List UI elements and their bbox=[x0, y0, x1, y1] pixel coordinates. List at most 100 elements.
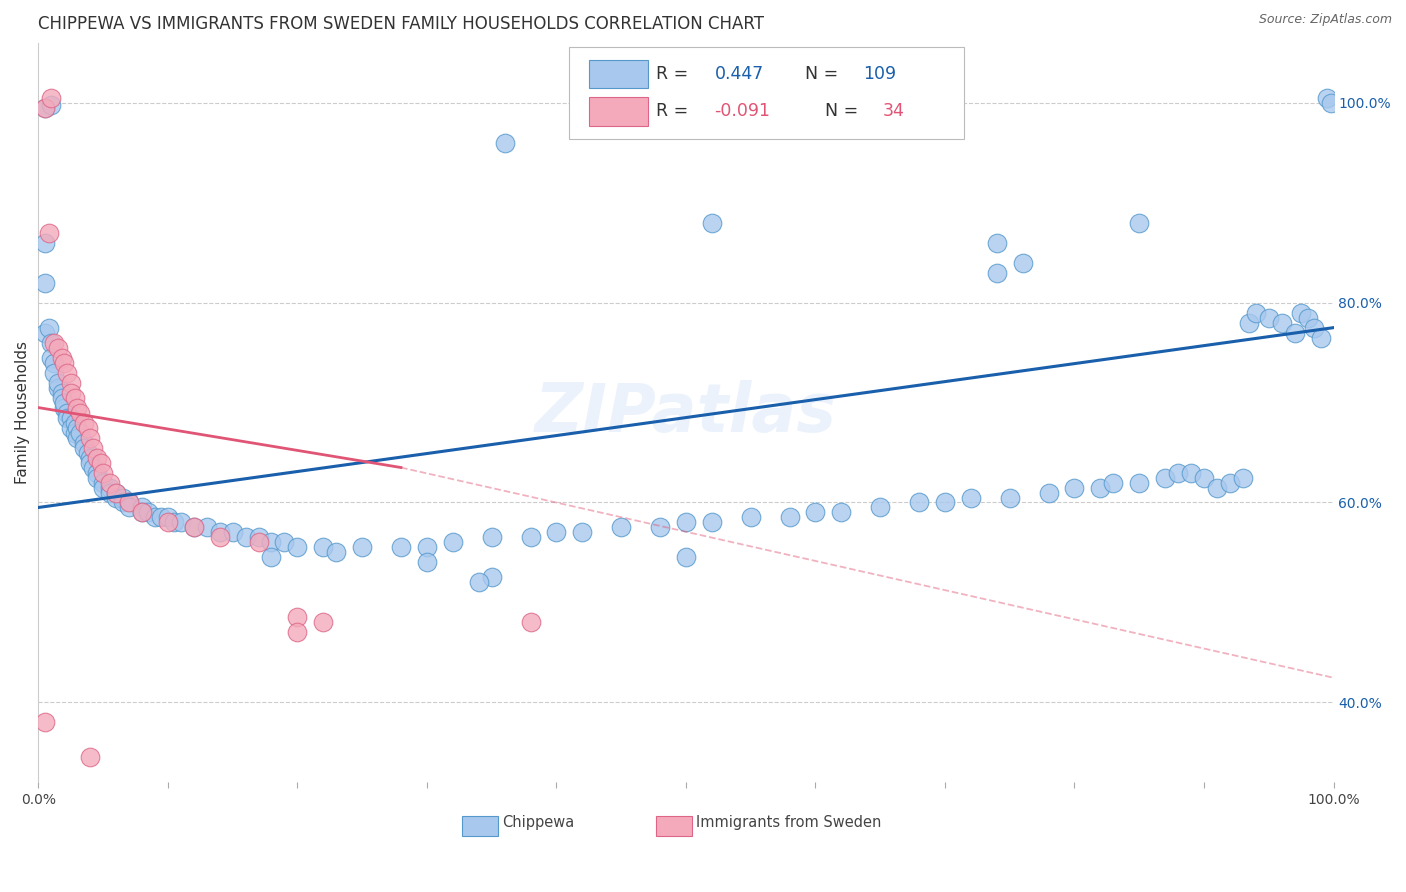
Point bbox=[183, 520, 205, 534]
Point bbox=[221, 525, 243, 540]
Point bbox=[66, 431, 89, 445]
Point bbox=[934, 495, 956, 509]
Point bbox=[98, 485, 121, 500]
Text: N =: N = bbox=[806, 65, 838, 83]
Point bbox=[325, 545, 347, 559]
FancyBboxPatch shape bbox=[461, 815, 498, 836]
Point bbox=[59, 420, 82, 434]
Text: R =: R = bbox=[657, 103, 689, 120]
Point bbox=[700, 216, 723, 230]
Point bbox=[38, 320, 60, 334]
Point bbox=[39, 351, 62, 365]
Point bbox=[79, 750, 101, 764]
Point bbox=[51, 385, 73, 400]
Point bbox=[89, 456, 111, 470]
Point bbox=[416, 556, 439, 570]
Point bbox=[235, 531, 257, 545]
Point bbox=[287, 541, 309, 555]
Point bbox=[1284, 326, 1306, 340]
Point bbox=[98, 481, 121, 495]
Point bbox=[648, 520, 671, 534]
Point bbox=[86, 466, 108, 480]
Point bbox=[1128, 216, 1150, 230]
Point bbox=[82, 441, 104, 455]
Point bbox=[131, 500, 153, 515]
Point bbox=[481, 531, 503, 545]
Text: CHIPPEWA VS IMMIGRANTS FROM SWEDEN FAMILY HOUSEHOLDS CORRELATION CHART: CHIPPEWA VS IMMIGRANTS FROM SWEDEN FAMIL… bbox=[38, 15, 765, 33]
Point bbox=[1167, 466, 1189, 480]
Point bbox=[1011, 256, 1033, 270]
Point bbox=[76, 445, 98, 459]
Point bbox=[91, 481, 114, 495]
Point bbox=[998, 491, 1021, 505]
Point bbox=[79, 456, 101, 470]
Point bbox=[150, 510, 173, 524]
Point bbox=[91, 466, 114, 480]
Point bbox=[156, 510, 179, 524]
Point bbox=[1257, 310, 1279, 325]
Point bbox=[91, 475, 114, 490]
Point bbox=[416, 541, 439, 555]
Point bbox=[1289, 306, 1312, 320]
Point bbox=[779, 510, 801, 524]
Point bbox=[183, 520, 205, 534]
Point bbox=[79, 431, 101, 445]
Point bbox=[700, 516, 723, 530]
Point bbox=[42, 356, 65, 370]
Point bbox=[208, 525, 231, 540]
FancyBboxPatch shape bbox=[589, 60, 648, 88]
Point bbox=[1232, 470, 1254, 484]
Point bbox=[494, 136, 516, 150]
Text: 34: 34 bbox=[883, 103, 904, 120]
Text: ZIPatlas: ZIPatlas bbox=[534, 380, 837, 446]
Point bbox=[163, 516, 186, 530]
Point bbox=[69, 425, 91, 440]
FancyBboxPatch shape bbox=[589, 97, 648, 126]
Point bbox=[287, 625, 309, 640]
Text: Source: ZipAtlas.com: Source: ZipAtlas.com bbox=[1258, 13, 1392, 27]
Point bbox=[247, 535, 270, 549]
Point bbox=[46, 376, 69, 390]
Point bbox=[869, 500, 891, 515]
Y-axis label: Family Households: Family Households bbox=[15, 341, 30, 484]
Point bbox=[56, 366, 79, 380]
Point bbox=[143, 510, 166, 524]
Point bbox=[76, 420, 98, 434]
Point bbox=[46, 381, 69, 395]
Point bbox=[287, 610, 309, 624]
Point bbox=[519, 531, 541, 545]
Point bbox=[247, 531, 270, 545]
Text: 109: 109 bbox=[863, 65, 897, 83]
Point bbox=[1244, 306, 1267, 320]
Point bbox=[1090, 481, 1112, 495]
Text: 0.447: 0.447 bbox=[714, 65, 763, 83]
Point bbox=[273, 535, 295, 549]
Point bbox=[66, 401, 89, 415]
Point bbox=[208, 531, 231, 545]
Point bbox=[42, 366, 65, 380]
Text: Chippewa: Chippewa bbox=[502, 815, 574, 830]
FancyBboxPatch shape bbox=[657, 815, 692, 836]
Point bbox=[195, 520, 218, 534]
Point bbox=[53, 401, 76, 415]
Point bbox=[986, 235, 1008, 250]
Point bbox=[59, 376, 82, 390]
Point bbox=[131, 506, 153, 520]
Point bbox=[34, 101, 56, 115]
Point bbox=[63, 391, 86, 405]
Point bbox=[66, 420, 89, 434]
Point bbox=[1309, 331, 1331, 345]
Point bbox=[118, 495, 141, 509]
Point bbox=[51, 391, 73, 405]
Point bbox=[170, 516, 193, 530]
Point bbox=[1154, 470, 1177, 484]
Point bbox=[39, 91, 62, 105]
Point bbox=[481, 570, 503, 584]
Point bbox=[63, 425, 86, 440]
Point bbox=[1271, 316, 1294, 330]
Point bbox=[675, 550, 697, 565]
Point bbox=[1063, 481, 1085, 495]
Point bbox=[86, 450, 108, 465]
Point bbox=[467, 575, 489, 590]
Point bbox=[156, 516, 179, 530]
